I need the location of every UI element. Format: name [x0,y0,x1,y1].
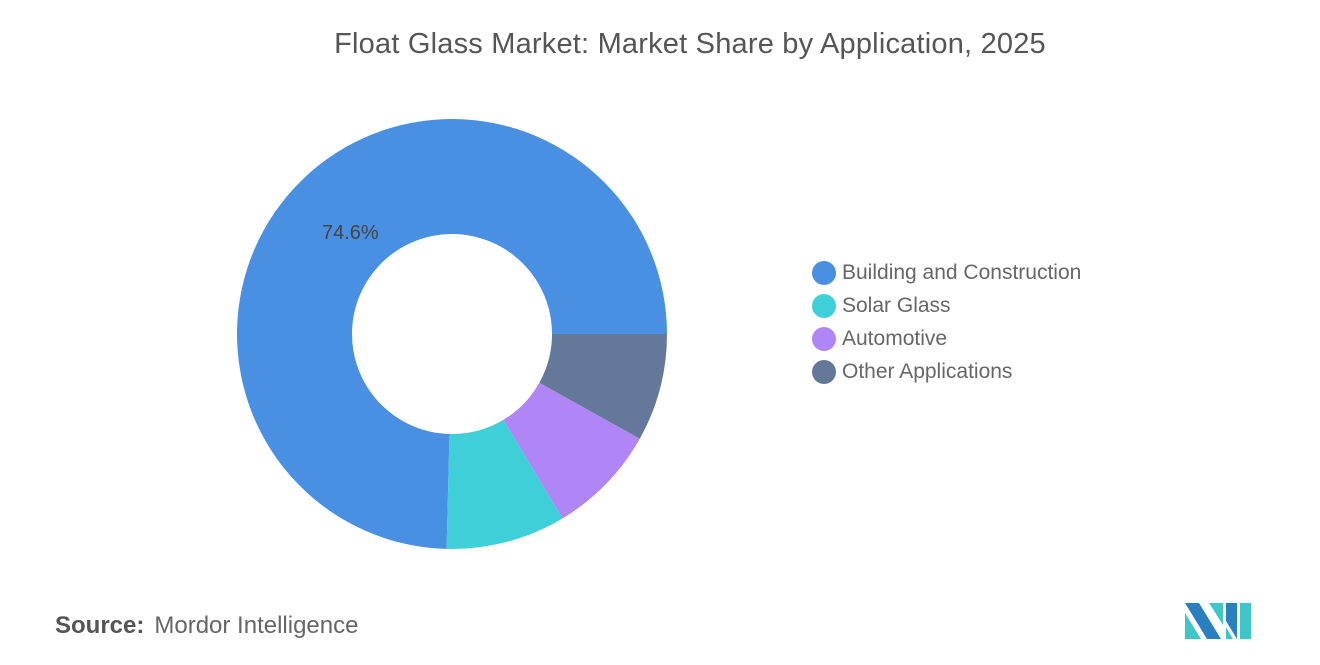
legend-item: Building and Construction [812,256,1081,289]
legend-label: Other Applications [842,359,1013,383]
legend-label: Automotive [842,326,948,350]
legend-item: Other Applications [812,355,1081,388]
mordor-intelligence-logo [1185,603,1251,639]
legend-item: Automotive [812,322,1081,355]
legend-label: Solar Glass [842,293,951,317]
source-label: Source: [55,612,145,639]
legend-label: Building and Construction [842,260,1082,284]
legend: Building and Construction Solar Glass Auto… [812,256,1081,388]
slice-building-and-construction [237,118,667,549]
source-note: Source: Mordor Intelligence [55,612,358,640]
slice-solar-glass [446,419,563,550]
legend-swatch [812,293,836,318]
chart-title: Float Glass Market: Market Share by Appl… [334,28,1046,60]
legend-swatch [812,260,836,285]
legend-swatch [812,326,836,351]
data-label: 74.6% [322,222,379,244]
slice-automotive [503,382,640,519]
legend-swatch [812,359,836,384]
slice-other-applications [539,334,667,439]
source-text: Mordor Intelligence [154,612,359,639]
legend-item: Solar Glass [812,289,1081,322]
